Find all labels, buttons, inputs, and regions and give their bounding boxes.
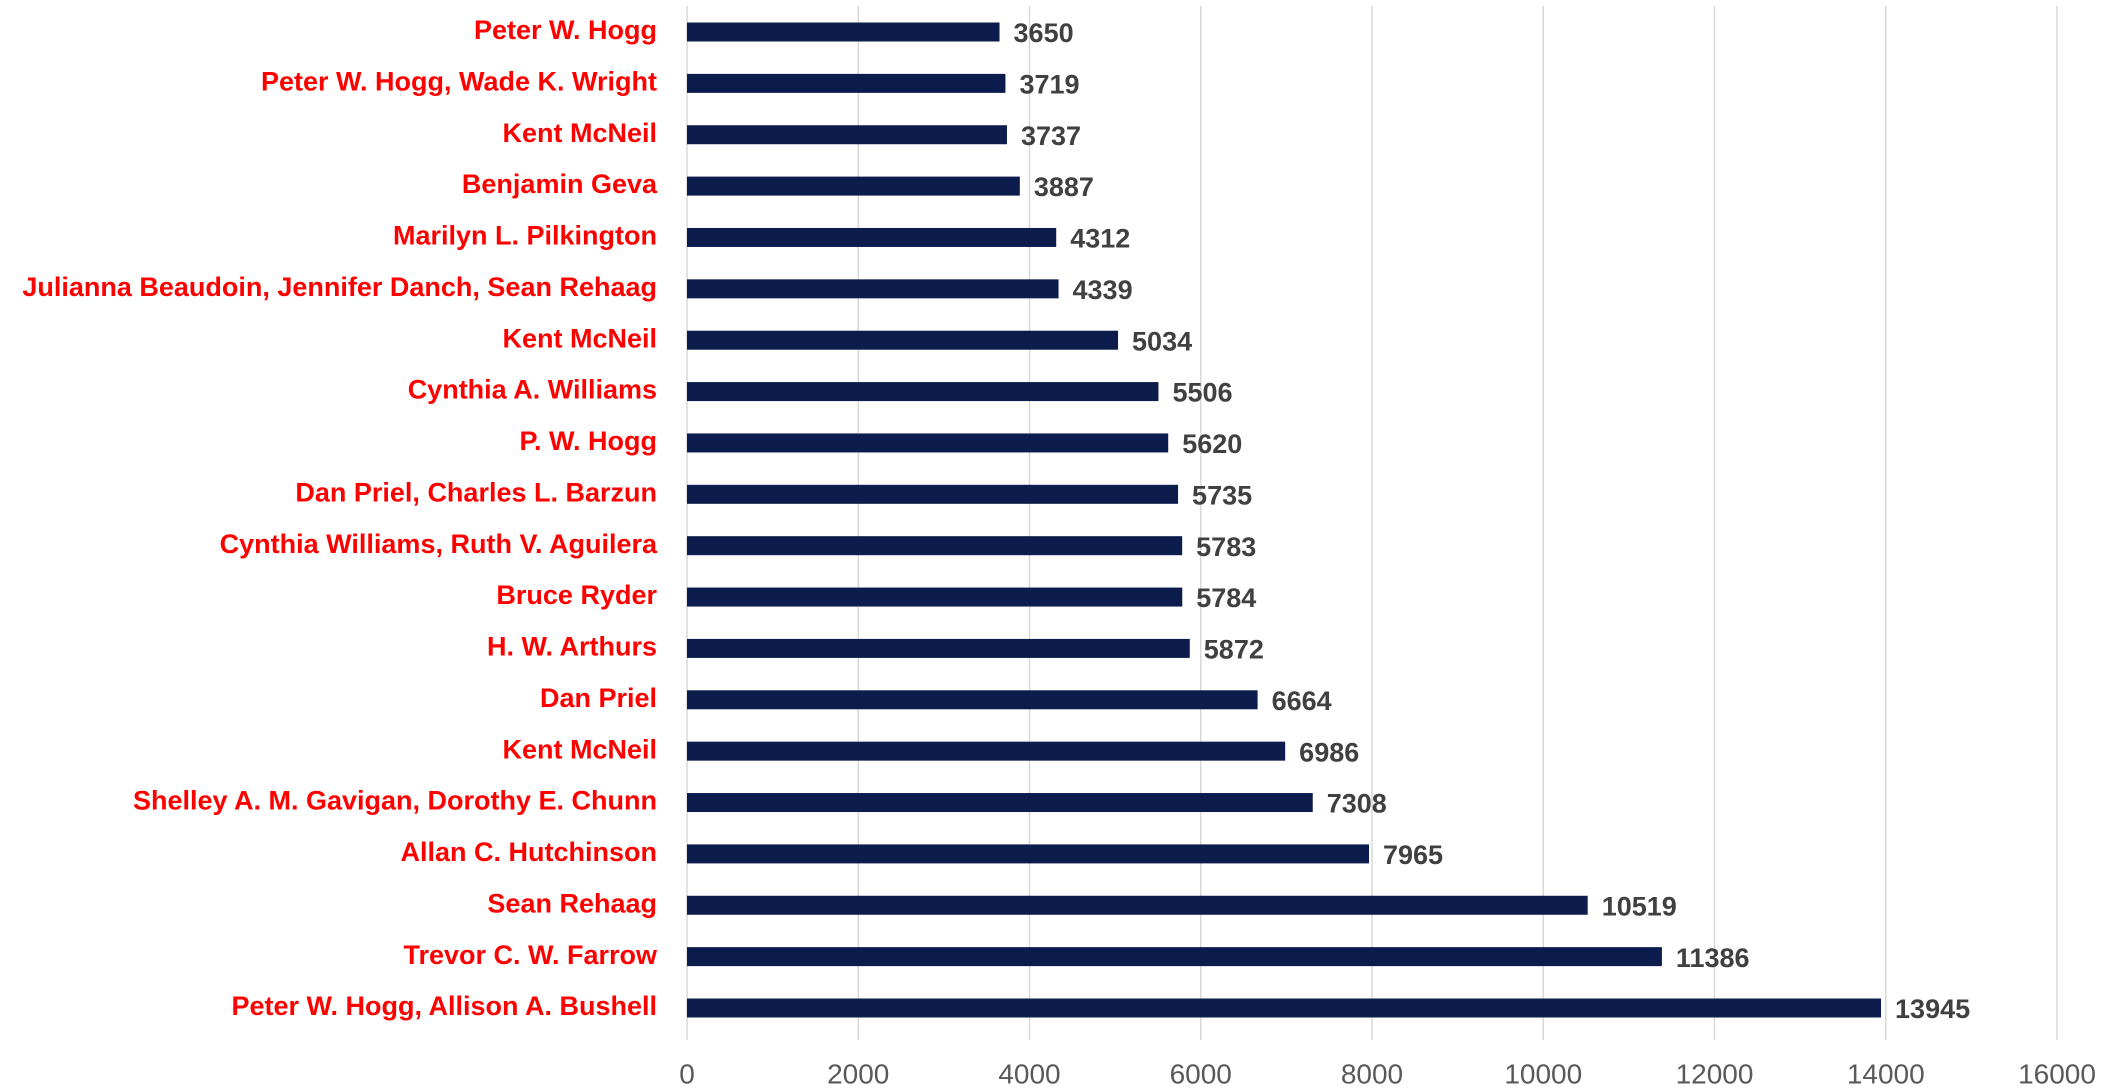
value-label: 3887 xyxy=(1034,172,1094,202)
bar xyxy=(687,741,1286,761)
x-tick-label: 6000 xyxy=(1170,1058,1232,1089)
bar xyxy=(687,895,1588,915)
bar xyxy=(687,998,1882,1018)
category-label: Allan C. Hutchinson xyxy=(401,837,658,867)
value-label: 5620 xyxy=(1182,429,1242,459)
category-label: Kent McNeil xyxy=(502,118,657,148)
bar xyxy=(687,793,1313,813)
value-label: 3737 xyxy=(1021,121,1081,151)
category-label: Julianna Beaudoin, Jennifer Danch, Sean … xyxy=(22,272,657,302)
bar xyxy=(687,947,1662,967)
value-label: 7308 xyxy=(1327,789,1387,819)
bar xyxy=(687,382,1159,402)
x-tick-label: 8000 xyxy=(1341,1058,1403,1089)
value-label: 5783 xyxy=(1196,532,1256,562)
category-label: Peter W. Hogg, Allison A. Bushell xyxy=(231,991,657,1021)
value-label: 5735 xyxy=(1192,480,1252,510)
bar xyxy=(687,587,1183,607)
bar xyxy=(687,536,1183,556)
value-label: 5506 xyxy=(1172,378,1232,408)
value-label: 4339 xyxy=(1073,275,1133,305)
x-tick-label: 12000 xyxy=(1676,1058,1754,1089)
category-label: Peter W. Hogg, Wade K. Wright xyxy=(261,66,657,96)
category-label: Kent McNeil xyxy=(502,734,657,764)
bar xyxy=(687,279,1059,299)
bar xyxy=(687,690,1258,710)
value-label: 3650 xyxy=(1014,18,1074,48)
value-label: 6664 xyxy=(1272,686,1332,716)
bar xyxy=(687,484,1179,504)
value-label: 5872 xyxy=(1204,635,1264,665)
category-label: Dan Priel, Charles L. Barzun xyxy=(295,477,657,507)
value-label: 13945 xyxy=(1895,994,1970,1024)
category-label: Peter W. Hogg xyxy=(474,15,657,45)
x-tick-label: 14000 xyxy=(1847,1058,1925,1089)
value-label: 7965 xyxy=(1383,840,1443,870)
category-label: Bruce Ryder xyxy=(496,580,657,610)
bar xyxy=(687,125,1007,145)
value-label: 4312 xyxy=(1070,224,1130,254)
x-tick-label: 2000 xyxy=(827,1058,889,1089)
bar xyxy=(687,73,1006,93)
bar xyxy=(687,330,1119,350)
category-label: H. W. Arthurs xyxy=(487,632,657,662)
value-label: 6986 xyxy=(1299,737,1359,767)
bar xyxy=(687,844,1370,864)
bar xyxy=(687,638,1190,658)
category-label: Shelley A. M. Gavigan, Dorothy E. Chunn xyxy=(133,786,657,816)
category-label: Kent McNeil xyxy=(502,323,657,353)
category-label: Dan Priel xyxy=(540,683,657,713)
value-label: 11386 xyxy=(1676,943,1750,973)
value-label: 3719 xyxy=(1019,69,1079,99)
category-label: Trevor C. W. Farrow xyxy=(403,940,658,970)
bar xyxy=(687,433,1169,453)
bar xyxy=(687,227,1057,247)
value-label: 10519 xyxy=(1602,891,1677,921)
category-label: Sean Rehaag xyxy=(487,888,657,918)
bar xyxy=(687,176,1020,196)
x-tick-label: 0 xyxy=(679,1058,695,1089)
category-label: Marilyn L. Pilkington xyxy=(393,221,657,251)
x-tick-label: 10000 xyxy=(1504,1058,1582,1089)
x-tick-label: 16000 xyxy=(2018,1058,2096,1089)
category-label: Cynthia Williams, Ruth V. Aguilera xyxy=(220,529,658,559)
category-label: P. W. Hogg xyxy=(519,426,657,456)
value-label: 5034 xyxy=(1132,326,1192,356)
bar xyxy=(687,22,1000,42)
category-label: Cynthia A. Williams xyxy=(408,375,657,405)
category-label: Benjamin Geva xyxy=(462,169,658,199)
x-tick-label: 4000 xyxy=(998,1058,1060,1089)
value-label: 5784 xyxy=(1196,583,1256,613)
